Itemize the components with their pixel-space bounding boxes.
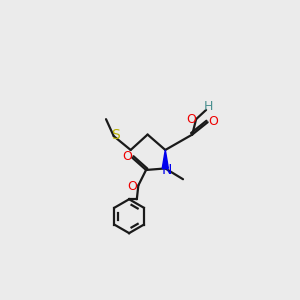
Text: O: O xyxy=(122,150,132,163)
Text: H: H xyxy=(204,100,213,113)
Text: O: O xyxy=(208,115,218,128)
Text: S: S xyxy=(111,128,120,142)
Polygon shape xyxy=(162,150,168,168)
Text: O: O xyxy=(186,113,196,126)
Text: O: O xyxy=(127,180,137,194)
Text: N: N xyxy=(162,163,172,177)
